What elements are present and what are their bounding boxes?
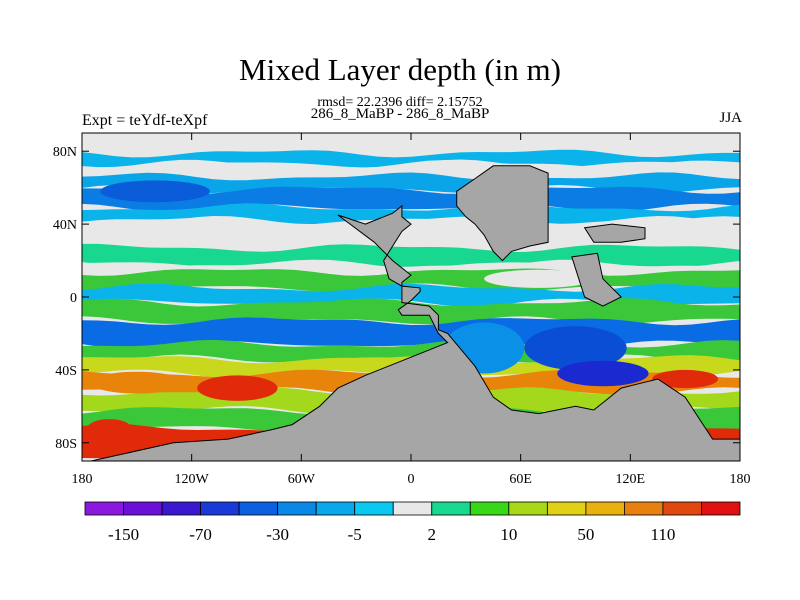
ocean-patch	[524, 326, 627, 370]
colorbar-swatch	[508, 501, 548, 516]
colorbar-label: -70	[189, 525, 212, 544]
ocean-patch	[91, 371, 183, 394]
experiment-label: Expt = teYdf-teXpf	[82, 112, 208, 129]
lon-tick-label: 180	[72, 472, 93, 487]
colorbar-label: 10	[500, 525, 517, 544]
eurasia-north-block	[456, 165, 549, 262]
colorbar-swatch	[84, 501, 124, 516]
lon-tick-label: 120E	[616, 472, 646, 487]
ocean-anomaly-patches	[87, 180, 740, 454]
ocean-band	[82, 172, 740, 194]
ocean-band	[82, 159, 740, 182]
colorbar-label: -5	[348, 525, 362, 544]
lon-tick-label: 120W	[175, 472, 210, 487]
colorbar-swatch	[161, 501, 201, 516]
colorbar-swatch	[431, 501, 471, 516]
stats-line: rmsd= 22.2396 diff= 2.15752	[317, 95, 483, 110]
lon-tick-label: 60E	[509, 472, 532, 487]
ocean-patch	[87, 419, 132, 438]
ocean-patch	[652, 369, 719, 389]
asia-east-block	[583, 223, 646, 243]
colorbar-swatch	[701, 501, 741, 516]
colorbar-swatch	[200, 501, 240, 516]
maritime-continent	[571, 252, 623, 307]
colorbar-swatch	[624, 501, 664, 516]
colorbar-swatch	[277, 501, 317, 516]
subtitle: 286_8_MaBP - 286_8_MaBP	[310, 106, 490, 122]
lon-tick-label: 180	[730, 472, 751, 487]
colorbar: -150 -70 -30 -5 2 10 50 110	[84, 501, 741, 544]
colorbar-swatch	[392, 501, 433, 516]
ocean-patch	[484, 269, 594, 288]
chart-title: Mixed Layer depth (in m)	[239, 52, 561, 87]
ocean-band	[82, 186, 740, 213]
lon-tick-label: 0	[408, 472, 415, 487]
ocean-band	[82, 149, 740, 168]
season-label: JJA	[719, 110, 742, 126]
lat-tick-label: 40S	[55, 364, 77, 379]
colorbar-label: 110	[651, 525, 676, 544]
lat-tick-label: 0	[70, 291, 77, 306]
americas-africa-landmass	[90, 204, 740, 461]
ocean-band	[82, 203, 740, 225]
lon-tick-label: 60W	[288, 472, 316, 487]
colorbar-swatch	[662, 501, 702, 516]
axis-ticks: 80N 40N 0 40S 80S 180 120W 60W 0 60E 120E 180	[53, 133, 751, 487]
land-mask	[90, 165, 740, 461]
colorbar-label: -30	[266, 525, 289, 544]
ocean-patch	[100, 180, 210, 203]
lat-tick-label: 80N	[53, 145, 77, 160]
ocean-band	[82, 216, 740, 253]
colorbar-swatch	[315, 501, 356, 516]
colorbar-swatch	[469, 501, 510, 516]
colorbar-label: 50	[577, 525, 594, 544]
colorbar-swatch	[123, 501, 163, 516]
lat-tick-label: 40N	[53, 218, 77, 233]
colorbar-swatch	[546, 501, 587, 516]
colorbar-swatch	[585, 501, 625, 516]
lat-tick-label: 80S	[55, 437, 77, 452]
colorbar-label: -150	[108, 525, 139, 544]
ocean-patch	[197, 375, 278, 401]
colorbar-swatch	[354, 501, 394, 516]
colorbar-swatch	[238, 501, 279, 516]
ocean-patch	[557, 360, 649, 387]
colorbar-label: 2	[428, 525, 437, 544]
